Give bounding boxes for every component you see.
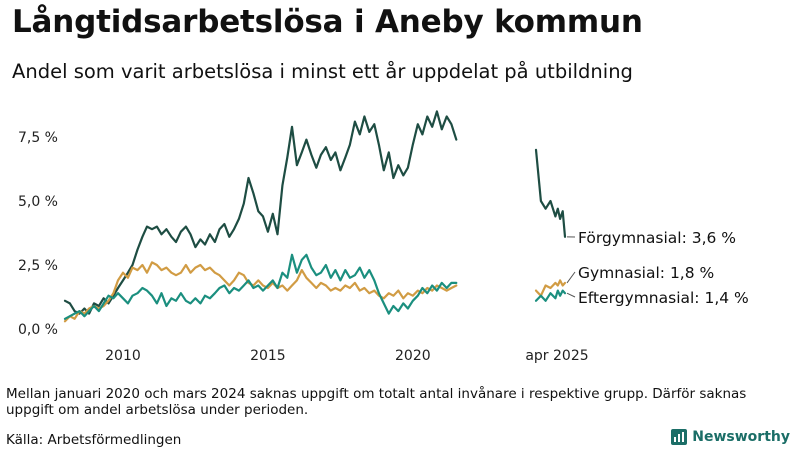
- source-text: Källa: Arbetsförmedlingen: [6, 432, 182, 448]
- newsworthy-icon: [671, 429, 688, 445]
- x-tick-label: 2015: [250, 348, 286, 364]
- y-tick-label: 5,0 %: [18, 194, 58, 210]
- chart-subtitle: Andel som varit arbetslösa i minst ett å…: [12, 60, 633, 83]
- y-tick-label: 7,5 %: [18, 130, 58, 146]
- series-line-gymnasial: [534, 279, 567, 297]
- end-label-forgymnasial: Förgymnasial: 3,6 %: [578, 229, 736, 247]
- series-line-eftergymnasial: [63, 253, 458, 320]
- line-chart: 0,0 % 2,5 % 5,0 % 7,5 % 2010 2015 2020 apr 2025…: [18, 110, 749, 364]
- series-line-gymnasial: [63, 261, 458, 323]
- end-label-connector: [566, 292, 576, 298]
- end-label-connector: [566, 271, 576, 284]
- series-line-forgymnasial: [534, 148, 567, 238]
- end-label-gymnasial: Gymnasial: 1,8 %: [578, 264, 714, 282]
- x-tick-label: 2020: [395, 348, 431, 364]
- chart-title: Långtidsarbetslösa i Aneby kommun: [12, 4, 643, 40]
- footnote: Mellan januari 2020 och mars 2024 saknas…: [6, 386, 747, 418]
- series-line-eftergymnasial: [534, 289, 567, 302]
- series-line-forgymnasial: [63, 110, 458, 315]
- brand-name: Newsworthy: [692, 429, 790, 445]
- y-tick-label: 0,0 %: [18, 322, 58, 338]
- x-tick-label: apr 2025: [525, 348, 588, 364]
- end-label-eftergymnasial: Eftergymnasial: 1,4 %: [578, 289, 749, 307]
- y-tick-label: 2,5 %: [18, 258, 58, 274]
- brand-logo[interactable]: Newsworthy: [671, 429, 790, 445]
- x-tick-label: 2010: [105, 348, 141, 364]
